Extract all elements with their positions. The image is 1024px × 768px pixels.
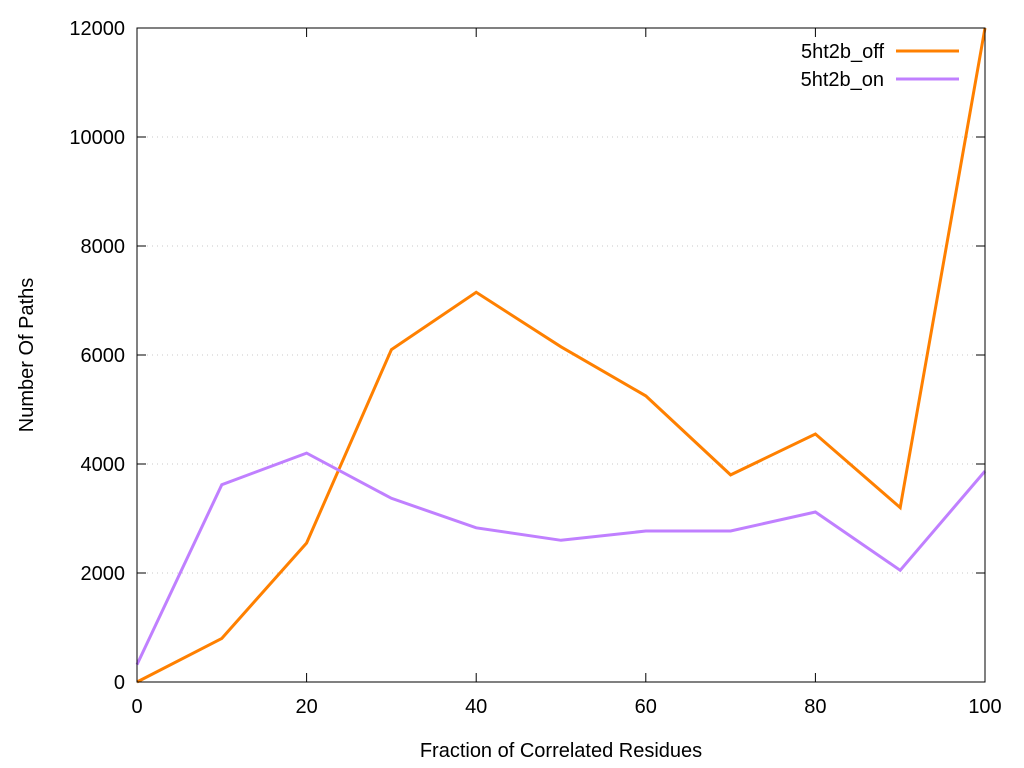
x-tick-label: 20	[295, 696, 317, 718]
legend-item-5ht2b_off: 5ht2b_off	[801, 41, 959, 63]
y-tick-label: 0	[114, 672, 125, 694]
grid-lines	[137, 136, 985, 574]
x-tick-label: 60	[635, 696, 657, 718]
y-tick-label: 6000	[81, 345, 126, 367]
x-tick-label: 40	[465, 696, 487, 718]
tick-labels: 0 2000 4000 6000 8000 10000 12000 0 20 40 60 80 100	[69, 18, 1001, 718]
y-tick-label: 4000	[81, 454, 126, 476]
y-tick-label: 2000	[81, 563, 126, 585]
y-tick-label: 8000	[81, 236, 126, 258]
series-line-5ht2b_on	[135, 451, 987, 666]
series-lines	[135, 27, 987, 684]
y-tick-label: 10000	[69, 127, 125, 149]
x-tick-label: 0	[131, 696, 142, 718]
legend-label: 5ht2b_on	[801, 69, 884, 91]
legend: 5ht2b_off 5ht2b_on	[801, 41, 959, 91]
y-tick-label: 12000	[69, 18, 125, 40]
legend-item-5ht2b_on: 5ht2b_on	[801, 69, 959, 91]
y-axis-title: Number Of Paths	[16, 278, 38, 433]
legend-label: 5ht2b_off	[801, 41, 884, 63]
series-line-5ht2b_off	[136, 27, 987, 684]
axis-ticks	[136, 27, 986, 683]
x-tick-label: 100	[968, 696, 1001, 718]
x-tick-label: 80	[804, 696, 826, 718]
x-axis-title: Fraction of Correlated Residues	[420, 740, 702, 762]
